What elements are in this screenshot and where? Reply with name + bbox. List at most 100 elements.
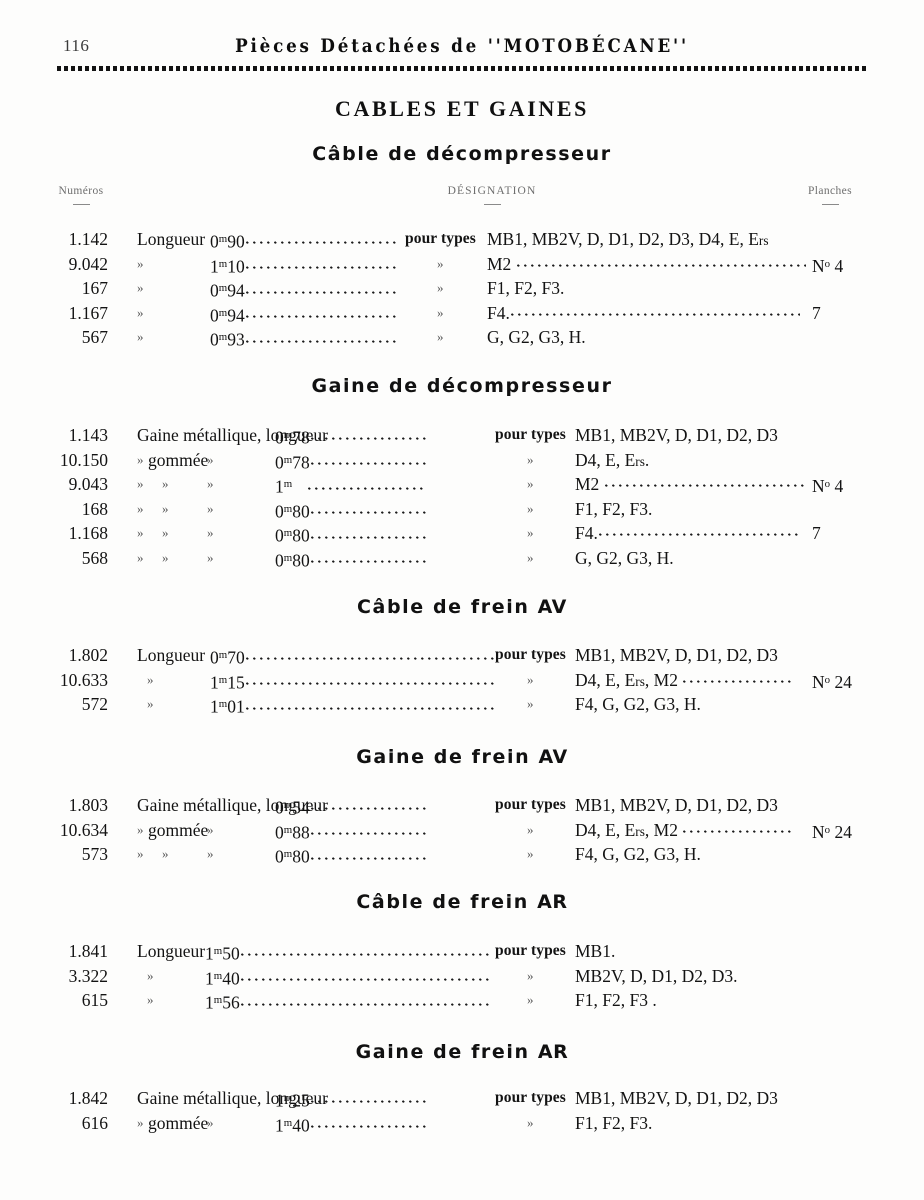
row-measurement: 0m70 — [210, 644, 496, 668]
row-ditto-mark: » — [137, 1114, 144, 1130]
row-machine-types: F4. — [487, 302, 801, 324]
row-ditto-mark: » — [137, 821, 144, 837]
section-title-suffix: AR — [537, 891, 568, 913]
dot-leader — [510, 305, 801, 317]
table-row: 616» gommée» 1m40» F1, F2, F3. — [0, 1112, 924, 1136]
dot-leader — [683, 672, 793, 684]
dot-leader — [308, 479, 427, 491]
table-row: 167 » 0m94 » F1, F2, F3. — [0, 277, 924, 301]
dot-leader — [245, 234, 398, 246]
row-ditto-mark: » — [437, 255, 444, 271]
row-ditto-mark: » — [437, 329, 444, 345]
dot-leader — [240, 971, 491, 983]
row-machine-types: F4, G, G2, G3, H. — [575, 844, 701, 865]
table-row: 168 » » » 0m80 » F1, F2, F3. — [0, 498, 924, 521]
row-measurement: 0m78 — [275, 424, 429, 448]
dot-leader — [310, 528, 429, 540]
row-ditto-mark: » — [207, 476, 214, 492]
row-machine-types: M2 — [487, 253, 807, 275]
row-ditto-mark: » — [207, 451, 214, 467]
row-ditto-mark: » — [137, 500, 144, 516]
row-plate-number: No 4 — [812, 255, 844, 276]
dot-leader — [310, 1118, 429, 1130]
row-machine-types: MB2V, D, D1, D2, D3. — [575, 965, 738, 986]
row-ditto-mark: » — [527, 846, 534, 862]
row-machine-types: MB1, MB2V, D, D1, D2, D3 — [575, 795, 778, 815]
row-machine-types: D4, E, Ers, M2 — [575, 669, 793, 693]
row-ditto-mark: » — [162, 525, 169, 541]
row-ditto-mark: » — [207, 1114, 214, 1130]
row-ditto-mark: » — [137, 476, 144, 492]
row-ditto-mark: » — [527, 992, 534, 1008]
section-title-suffix: AR — [537, 1041, 569, 1063]
row-part-number: 1.842 — [68, 1088, 108, 1108]
row-machine-types: F4. — [575, 522, 801, 544]
row-part-number: 3.322 — [68, 965, 108, 986]
row-measurement: 0m80 — [275, 843, 429, 867]
row-measurement: 0m94 — [210, 302, 398, 326]
row-ditto-mark: » — [137, 255, 144, 271]
row-ditto-mark: » — [137, 550, 144, 565]
row-part-number: 10.150 — [59, 449, 108, 470]
row-pour-types-label: pour types — [495, 796, 566, 813]
row-gommee-label: gommée — [148, 819, 209, 840]
row-machine-types: G, G2, G3, H. — [487, 327, 586, 348]
row-ditto-mark: » — [527, 550, 534, 565]
row-machine-types: G, G2, G3, H. — [575, 548, 674, 568]
row-ditto-mark: » — [137, 329, 144, 345]
section-title: Câble de frein AV — [0, 596, 924, 618]
section-title-text: Câble de frein — [356, 891, 538, 913]
row-ditto-mark: » — [527, 500, 534, 516]
row-part-number: 1.802 — [68, 645, 108, 665]
row-pour-types-label: pour types — [495, 646, 566, 663]
dot-leader — [310, 800, 429, 812]
row-part-number: 1.167 — [68, 302, 108, 323]
row-part-number: 9.042 — [68, 253, 108, 274]
row-part-number: 1.168 — [68, 523, 108, 544]
row-measurement: 1m40 — [275, 1112, 429, 1136]
dot-leader — [310, 455, 429, 467]
table-row: 1.143 Gaine métallique, longueur 0m78 pour … — [0, 424, 924, 448]
types-subscript: rs — [635, 453, 645, 469]
row-measurement: 0m80 — [275, 547, 429, 571]
dot-leader — [310, 849, 429, 861]
row-measurement: 0m94 — [210, 277, 398, 301]
table-row: 9.043 » » » 1m » M2 No 4 — [0, 473, 924, 497]
row-machine-types: D4, E, Ers, M2 — [575, 819, 793, 843]
section-title-text: Gaine de frein — [355, 1041, 538, 1063]
row-measurement: 1m01 — [210, 693, 496, 717]
table-row: 10.633 » 1m15 » D4, E, Ers, M2 No 24 — [0, 669, 924, 693]
row-machine-types: MB1. — [575, 941, 616, 961]
section-title: Câble de décompresseur — [0, 143, 924, 165]
column-header-planches: Planches — [782, 185, 878, 205]
types-subscript: rs — [635, 823, 645, 839]
section-title-text: Câble de décompresseur — [312, 143, 612, 165]
row-part-number: 168 — [81, 498, 108, 519]
row-machine-types: F1, F2, F3. — [487, 278, 565, 299]
dot-leader — [245, 259, 398, 271]
row-ditto-mark: » — [162, 500, 169, 516]
row-ditto-mark: » — [207, 550, 214, 565]
row-machine-types: F1, F2, F3. — [575, 498, 653, 519]
row-ditto-mark: » — [137, 304, 144, 320]
table-row: 1.142 Longueur 0m90 pour types MB1, MB2V, D,… — [0, 228, 924, 251]
row-plate-number: 7 — [812, 523, 821, 544]
dot-leader — [240, 995, 491, 1007]
table-row: 567 » 0m93 » G, G2, G3, H. — [0, 326, 924, 349]
column-header-dash — [72, 204, 90, 205]
row-ditto-mark: » — [207, 846, 214, 862]
row-measurement: 1m — [275, 473, 427, 497]
row-ditto-mark: » — [137, 525, 144, 541]
row-ditto-mark: » — [147, 967, 154, 983]
row-ditto-mark: » — [207, 500, 214, 516]
row-measurement: 0m80 — [275, 522, 429, 546]
row-plate-number: No 4 — [812, 476, 844, 497]
row-ditto-mark: » — [207, 525, 214, 541]
row-part-number: 1.803 — [68, 795, 108, 815]
section-title-text: Gaine de frein — [356, 746, 539, 768]
dot-leader — [240, 946, 491, 958]
row-machine-types: M2 — [575, 473, 807, 495]
dot-leader — [245, 332, 398, 344]
table-row: 1.802 Longueur 0m70 pour types MB1, MB2V, D,… — [0, 644, 924, 668]
dot-leader — [310, 1093, 429, 1105]
